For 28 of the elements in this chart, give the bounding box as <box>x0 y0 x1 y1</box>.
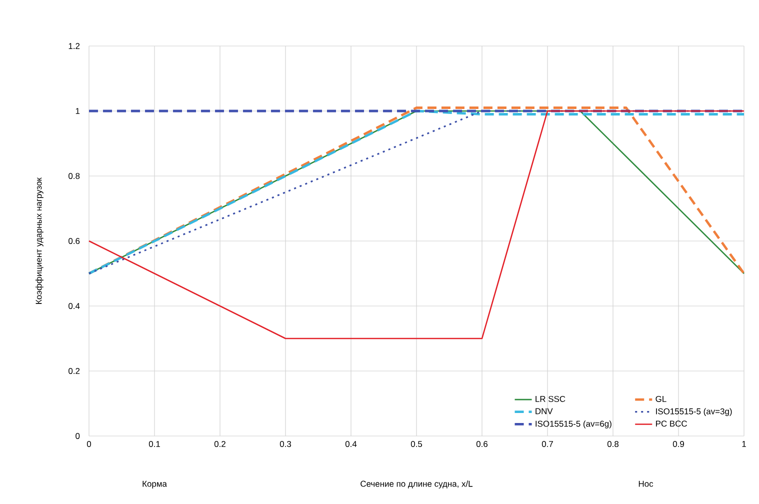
y-tick-label: 0.8 <box>68 173 80 179</box>
y-tick-label: 1.2 <box>68 43 80 49</box>
x-axis-title: Сечение по длине судна, x/L <box>360 480 473 488</box>
x-tick-label: 0 <box>86 441 92 448</box>
x-tick-label: 0.7 <box>542 441 553 448</box>
x-tick-label: 0.4 <box>345 441 357 448</box>
y-tick-label: 0.6 <box>68 238 80 244</box>
y-tick-label: 0.2 <box>68 368 80 374</box>
x-tick-label: 0.1 <box>148 441 160 448</box>
legend-label: ISO15515-5 (av=3g) <box>656 408 732 416</box>
x-tick-label: 0.8 <box>607 441 619 448</box>
x-tick-label: 0.3 <box>280 441 292 448</box>
x-tick-label: 0.2 <box>214 441 226 448</box>
x-tick-label: 0.6 <box>476 441 488 448</box>
y-tick-label: 0.4 <box>68 303 80 309</box>
x-tick-label: 0.5 <box>410 441 422 448</box>
legend-label: ISO15515-5 (av=6g) <box>536 420 612 428</box>
legend-label: PC BCC <box>656 420 687 427</box>
legend-label: GL <box>656 396 666 402</box>
text: Корма <box>142 480 167 488</box>
y-axis-title: Коэффициент ударных нагрузок <box>36 177 44 304</box>
x-tick-label: 0.9 <box>672 441 684 448</box>
legend-label: DNV <box>536 408 553 414</box>
text: Нос <box>638 480 654 487</box>
y-tick-label: 0 <box>76 433 80 439</box>
legend-label: LR SSC <box>536 396 566 402</box>
y-tick-label: 1 <box>76 108 80 114</box>
x-tick-label: 1 <box>742 441 746 447</box>
